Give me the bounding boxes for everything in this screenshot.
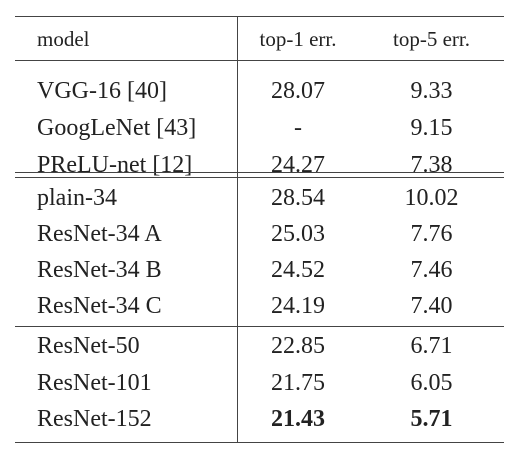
top5-err: 10.02 [404,185,459,211]
model-name: ResNet-152 [37,406,152,432]
table-row: ResNet-34 A 25.03 7.76 [15,216,504,253]
header-top5-err: top-5 err. [393,27,470,51]
model-name: GoogLeNet [43] [37,115,197,141]
top1-err: 24.19 [271,293,325,319]
top1-err: 24.27 [271,152,325,178]
top5-err: 7.38 [410,152,453,178]
table-bottom-rule [15,442,504,443]
top5-err-best: 5.71 [410,406,453,432]
table-row: ResNet-152 21.43 5.71 [15,401,504,438]
model-name: PReLU-net [12] [37,152,193,178]
top1-err: 21.75 [271,370,325,396]
model-name: ResNet-34 C [37,293,162,319]
top5-err: 7.76 [410,221,453,247]
top1-err: 24.52 [271,257,325,283]
top1-err: 28.07 [271,78,325,104]
header-model: model [37,27,90,51]
table-top-rule [15,16,504,17]
table-row: plain-34 28.54 10.02 [15,180,504,217]
header-rule [15,60,504,61]
table-row: ResNet-101 21.75 6.05 [15,365,504,402]
model-name: VGG-16 [40] [37,78,167,104]
table-row: ResNet-34 B 24.52 7.46 [15,252,504,289]
top5-err: 7.46 [410,257,453,283]
group-divider-rule [15,172,504,173]
table-row: ResNet-50 22.85 6.71 [15,328,504,365]
table-row: GoogLeNet [43] - 9.15 [15,110,504,147]
top1-err: - [294,115,302,141]
group-divider-rule [15,326,504,327]
table-header-row: model top-1 err. top-5 err. [15,21,504,58]
model-name: ResNet-34 A [37,221,162,247]
top5-err: 6.71 [410,333,453,359]
model-name: plain-34 [37,185,117,211]
top1-err-best: 21.43 [271,406,325,432]
top1-err: 25.03 [271,221,325,247]
top5-err: 6.05 [410,370,453,396]
table-row: VGG-16 [40] 28.07 9.33 [15,73,504,110]
header-top1-err: top-1 err. [259,27,337,51]
top5-err: 9.15 [410,115,453,141]
top5-err: 9.33 [410,78,453,104]
table-row: ResNet-34 C 24.19 7.40 [15,288,504,325]
model-name: ResNet-50 [37,333,140,359]
column-separator [237,16,238,443]
top1-err: 28.54 [271,185,325,211]
model-name: ResNet-34 B [37,257,162,283]
top1-err: 22.85 [271,333,325,359]
model-name: ResNet-101 [37,370,152,396]
top5-err: 7.40 [410,293,453,319]
group-divider-rule [15,177,504,178]
table-row: PReLU-net [12] 24.27 7.38 [15,147,504,184]
